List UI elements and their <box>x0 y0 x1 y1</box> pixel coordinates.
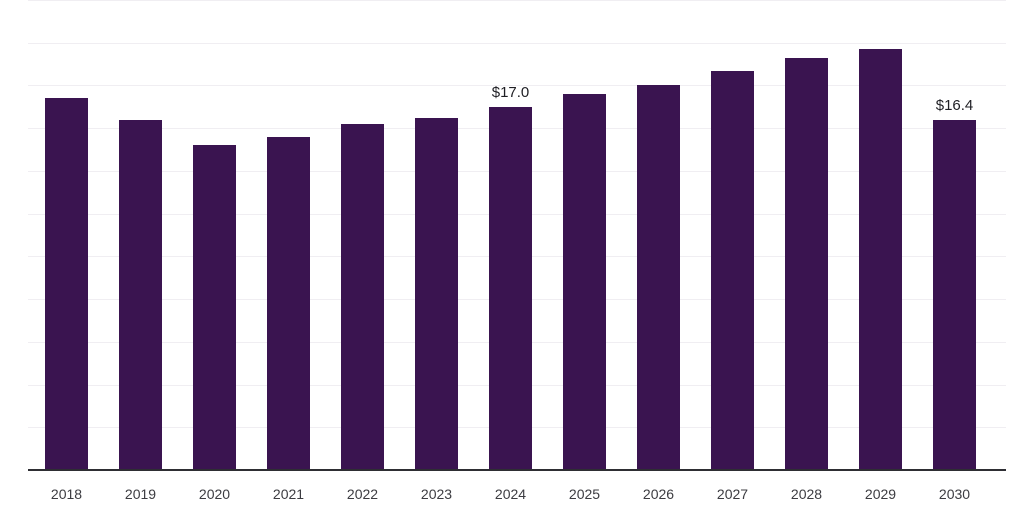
bar[interactable] <box>119 119 162 470</box>
bar[interactable] <box>341 123 384 470</box>
bar-group[interactable] <box>415 0 458 470</box>
bar-group[interactable] <box>859 0 902 470</box>
x-tick-label: 2026 <box>642 486 675 502</box>
x-tick-label: 2027 <box>716 486 749 502</box>
bar[interactable] <box>563 94 606 470</box>
x-tick-label: 2019 <box>124 486 157 502</box>
x-tick-label: 2023 <box>420 486 453 502</box>
bar-value-label: $16.4 <box>935 96 974 114</box>
bars-layer: $17.0 $16.4 <box>45 0 976 470</box>
bar[interactable] <box>415 117 458 470</box>
x-axis: 2018 2019 2020 2021 2022 2023 2024 2025 2026 2027… <box>0 471 1024 512</box>
bar-group[interactable]: $16.4 <box>933 0 976 470</box>
x-tick-label: 2028 <box>790 486 823 502</box>
bar-group[interactable] <box>45 0 88 470</box>
x-axis-line <box>28 469 1006 471</box>
bar[interactable] <box>267 136 310 470</box>
bar-group[interactable] <box>637 0 680 470</box>
bar[interactable] <box>637 85 680 470</box>
bar[interactable] <box>711 70 754 470</box>
x-tick-label: 2030 <box>938 486 971 502</box>
x-tick-label: 2020 <box>198 486 231 502</box>
bar-group[interactable] <box>119 0 162 470</box>
x-tick-label: 2022 <box>346 486 379 502</box>
bar-group[interactable]: $17.0 <box>489 0 532 470</box>
x-tick-label: 2025 <box>568 486 601 502</box>
bar[interactable] <box>45 98 88 470</box>
bar-group[interactable] <box>267 0 310 470</box>
bar-group[interactable] <box>563 0 606 470</box>
x-tick-label: 2018 <box>50 486 83 502</box>
x-tick-label: 2021 <box>272 486 305 502</box>
bar-group[interactable] <box>193 0 236 470</box>
bar-group[interactable] <box>341 0 384 470</box>
bar[interactable] <box>859 49 902 470</box>
bar-group[interactable] <box>785 0 828 470</box>
x-tick-label: 2024 <box>494 486 527 502</box>
x-tick-label: 2029 <box>864 486 897 502</box>
bar[interactable] <box>193 145 236 470</box>
bar[interactable] <box>489 106 532 470</box>
bar-value-label: $17.0 <box>491 83 530 101</box>
bar[interactable] <box>933 119 976 470</box>
plot-area: $17.0 $16.4 <box>28 0 1006 471</box>
bar-group[interactable] <box>711 0 754 470</box>
bar[interactable] <box>785 57 828 470</box>
